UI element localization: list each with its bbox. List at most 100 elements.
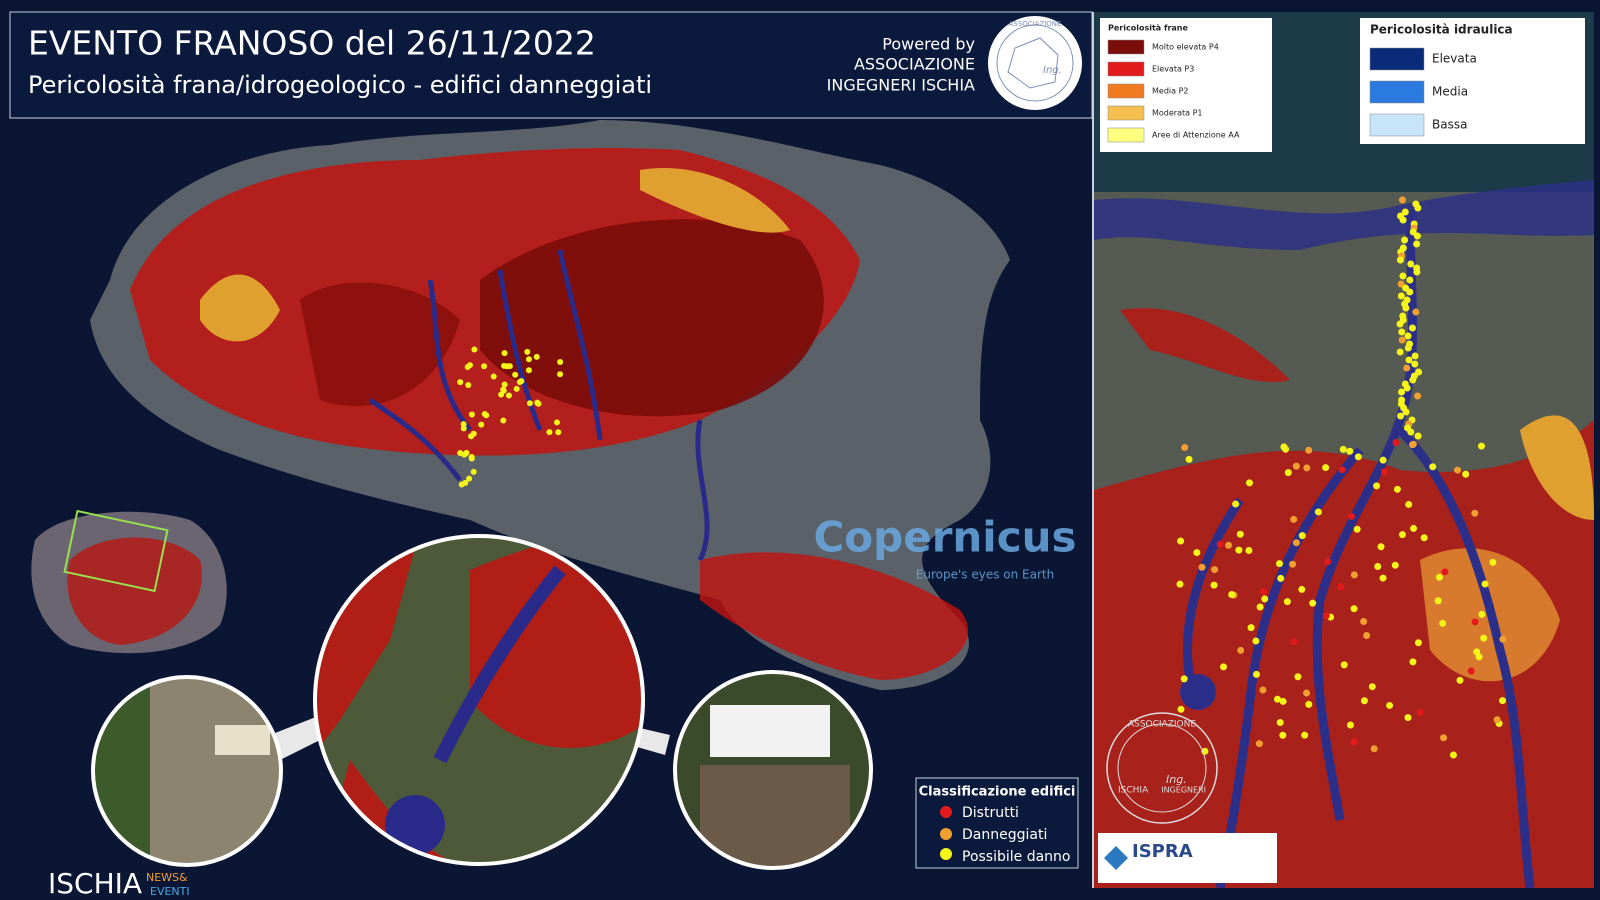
building-dot <box>1414 204 1422 212</box>
building-dot <box>1478 610 1486 618</box>
detail-logo: ASSOCIAZIONE ISCHIA INGEGNERI Ing. <box>1106 712 1218 824</box>
building-dot <box>501 350 508 357</box>
legend-title: Pericolosità idraulica <box>1370 23 1513 37</box>
building-dot <box>1478 442 1486 450</box>
building-dot <box>1441 568 1449 576</box>
building-dot <box>1363 632 1371 640</box>
legend-label: Molto elevata P4 <box>1152 43 1219 52</box>
legend-swatch <box>940 806 952 818</box>
building-dot <box>1377 543 1385 551</box>
building-dot <box>1255 740 1263 748</box>
building-dot <box>1245 546 1253 554</box>
subtitle: Pericolosità frana/idrogeologico - edifi… <box>28 71 652 99</box>
building-dot <box>1380 468 1388 476</box>
building-dot <box>1252 670 1260 678</box>
building-dot <box>1399 272 1407 280</box>
legend-swatch <box>1107 105 1145 121</box>
building-dot <box>1493 716 1501 724</box>
legend-title: Classificazione edifici <box>919 785 1076 800</box>
building-dot <box>498 391 505 398</box>
building-dot <box>1396 320 1404 328</box>
building-dot <box>518 378 525 385</box>
legend-label: Distrutti <box>962 805 1019 821</box>
building-dot <box>1398 336 1406 344</box>
building-dot <box>1397 292 1405 300</box>
building-dot <box>513 385 520 392</box>
building-dot <box>1252 637 1260 645</box>
building-dot <box>468 433 475 440</box>
legend-swatch <box>1107 39 1145 55</box>
credit-line: ASSOCIAZIONE <box>854 55 975 74</box>
building-dot <box>546 429 553 436</box>
building-dot <box>1322 464 1330 472</box>
building-dot <box>1305 446 1313 454</box>
building-dot <box>1402 304 1410 312</box>
building-dot <box>457 379 464 386</box>
building-dot <box>1404 332 1412 340</box>
building-dot <box>1407 260 1415 268</box>
building-dot <box>1405 500 1413 508</box>
legend-label: Aree di Attenzione AA <box>1152 131 1240 140</box>
building-dot <box>1324 558 1332 566</box>
building-dot <box>1360 617 1368 625</box>
building-dot <box>1403 384 1411 392</box>
building-dot <box>555 429 562 436</box>
inset-frame <box>63 509 169 593</box>
building-dot <box>1404 714 1412 722</box>
building-dot <box>525 367 532 374</box>
building-dot <box>1404 344 1412 352</box>
legend-title: Pericolosità frane <box>1108 24 1188 33</box>
detail-coast-channel <box>1094 180 1594 250</box>
building-dot <box>1298 532 1306 540</box>
photo-landslide <box>700 765 850 868</box>
building-dot <box>1279 697 1287 705</box>
building-dot <box>1180 675 1188 683</box>
building-dot <box>1489 558 1497 566</box>
building-dot <box>1399 196 1407 204</box>
inset-map <box>31 509 227 654</box>
building-dot <box>1339 445 1347 453</box>
building-dot <box>1279 731 1287 739</box>
building-dot <box>1177 705 1185 713</box>
building-dot <box>457 449 464 456</box>
building-dot <box>1292 462 1300 470</box>
building-dot <box>1405 356 1413 364</box>
building-dot <box>1462 470 1470 478</box>
hydraulic-channel <box>368 249 710 562</box>
building-dot <box>553 419 560 426</box>
photo-right <box>675 672 871 868</box>
building-dot <box>1409 376 1417 384</box>
building-dot <box>1216 540 1224 548</box>
building-dot <box>1314 508 1322 516</box>
legend-label: Media <box>1432 85 1468 99</box>
building-dot <box>1177 537 1185 545</box>
legend-label: Elevata <box>1432 52 1477 66</box>
building-dot <box>1481 580 1489 588</box>
building-dot <box>1247 624 1255 632</box>
building-dot <box>1456 676 1464 684</box>
building-dot <box>1397 412 1405 420</box>
photo-border <box>673 670 873 870</box>
building-dot <box>1225 541 1233 549</box>
building-dot <box>1440 734 1448 742</box>
building-dot <box>500 417 507 424</box>
building-dot <box>1198 563 1206 571</box>
building-dot <box>1309 599 1317 607</box>
legend-swatch <box>1369 113 1425 137</box>
building-dot <box>557 371 564 378</box>
building-dot <box>1185 455 1193 463</box>
building-dot <box>1237 646 1245 654</box>
building-dot <box>534 399 541 406</box>
building-dot <box>1256 603 1264 611</box>
building-dot <box>1410 524 1418 532</box>
building-dot <box>1340 661 1348 669</box>
building-dot <box>481 363 488 370</box>
logo-text: ISCHIA <box>1118 786 1149 796</box>
building-dot <box>533 353 540 360</box>
building-dot <box>1289 560 1297 568</box>
panel-divider <box>1092 12 1094 888</box>
building-dot <box>1471 509 1479 517</box>
logo-disc <box>988 16 1082 110</box>
detail-hazard-p3 <box>1120 308 1290 383</box>
legend-swatch <box>1107 127 1145 143</box>
